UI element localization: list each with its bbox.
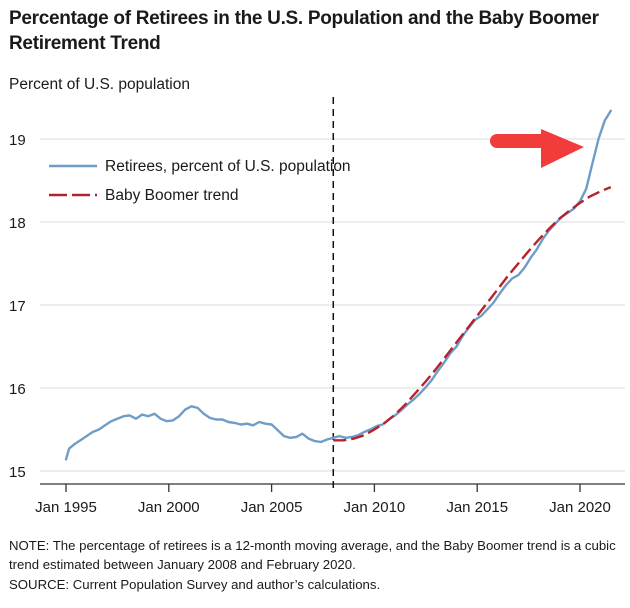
- series-line-trend: [333, 185, 612, 442]
- legend-label-retirees: Retirees, percent of U.S. population: [105, 158, 351, 175]
- y-axis-label: Percent of U.S. population: [9, 76, 190, 93]
- x-tick-label: Jan 2000: [138, 499, 200, 516]
- arrow-head: [541, 129, 584, 168]
- x-tick-label: Jan 2020: [549, 499, 611, 516]
- footnote: NOTE: The percentage of retirees is a 12…: [9, 538, 616, 572]
- y-tick-label: 18: [9, 215, 26, 232]
- x-tick-label: Jan 2005: [241, 499, 303, 516]
- x-tick-label: Jan 2015: [446, 499, 508, 516]
- x-tick-label: Jan 2010: [344, 499, 406, 516]
- chart: 15 16 17 18 19 Jan 1995 Jan 2000 Jan 2005 Jan 2…: [9, 97, 625, 516]
- series-group: [64, 109, 612, 461]
- y-tick-label: 17: [9, 298, 26, 315]
- y-ticks: 15 16 17 18 19: [9, 132, 26, 481]
- chart-title: Percentage of Retirees in the U.S. Popul…: [9, 8, 599, 54]
- y-tick-label: 15: [9, 464, 26, 481]
- source-note: SOURCE: Current Population Survey and au…: [9, 577, 381, 592]
- arrow-annotation-icon: [490, 129, 584, 168]
- legend-label-trend: Baby Boomer trend: [105, 187, 239, 204]
- series-line-retirees: [64, 109, 612, 461]
- legend: Retirees, percent of U.S. population Bab…: [49, 158, 351, 204]
- y-tick-label: 16: [9, 381, 26, 398]
- x-tick-label: Jan 1995: [35, 499, 97, 516]
- y-tick-label: 19: [9, 132, 26, 149]
- x-axis: Jan 1995 Jan 2000 Jan 2005 Jan 2010 Jan 2015…: [35, 483, 625, 516]
